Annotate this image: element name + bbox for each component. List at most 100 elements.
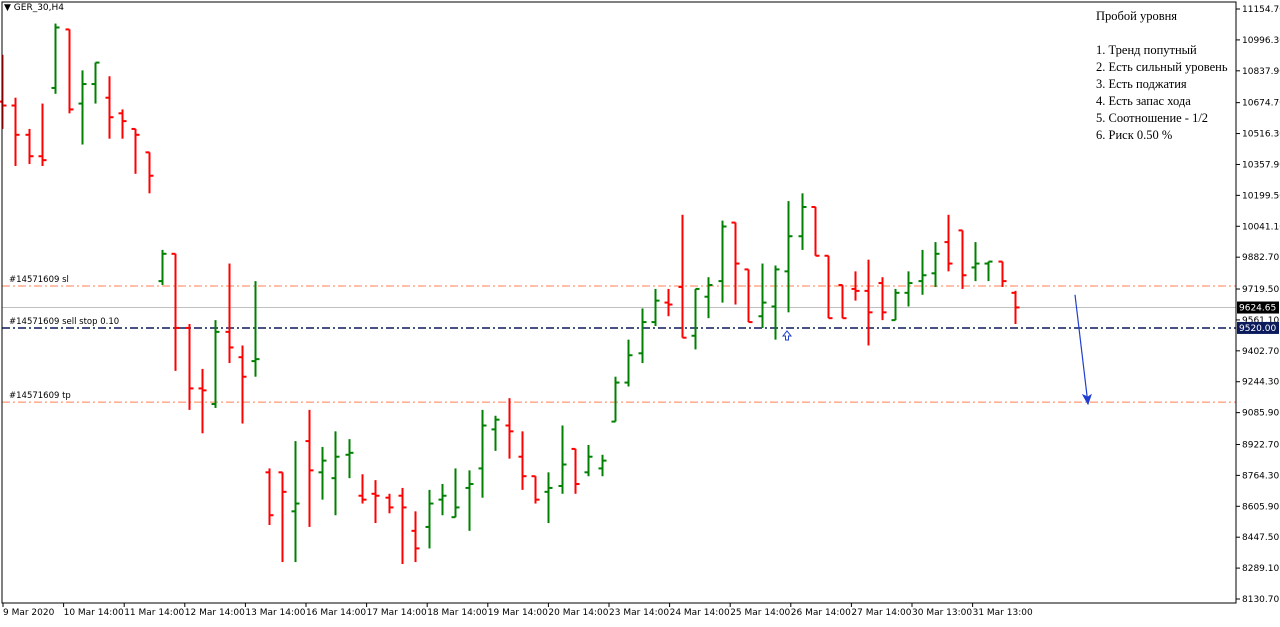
ohlc-bar[interactable] [451, 468, 460, 519]
ohlc-bar[interactable] [65, 28, 74, 114]
ohlc-bar[interactable] [878, 277, 887, 321]
x-tick-label: 13 Mar 14:00 [245, 608, 305, 618]
ohlc-bar[interactable] [544, 472, 553, 524]
ohlc-bar[interactable] [584, 445, 593, 477]
ohlc-bar[interactable] [478, 409, 487, 498]
ohlc-bar[interactable] [238, 345, 247, 424]
ohlc-bar[interactable] [744, 268, 753, 324]
ohlc-bar[interactable] [838, 284, 847, 320]
dropdown-arrow-icon[interactable]: ▼ [4, 3, 11, 13]
ohlc-bar[interactable] [864, 259, 873, 346]
ohlc-bar[interactable] [438, 484, 447, 516]
ohlc-bar[interactable] [0, 54, 7, 129]
ohlc-bar[interactable] [824, 254, 833, 320]
y-tick-label: 9402.70 [1242, 347, 1279, 357]
ohlc-bar[interactable] [185, 324, 194, 410]
ohlc-bar[interactable] [678, 214, 687, 339]
ohlc-bar[interactable] [25, 128, 34, 165]
ohlc-bar[interactable] [105, 76, 114, 139]
x-tick-label: 10 Mar 14:00 [64, 608, 124, 618]
notes-item: 1. Тренд попутный [1096, 43, 1197, 57]
ohlc-bar[interactable] [558, 425, 567, 494]
x-tick-label: 16 Mar 14:00 [306, 608, 366, 618]
ohlc-bar[interactable] [225, 263, 234, 364]
y-tick-label: 10199.50 [1242, 191, 1280, 201]
ohlc-bar[interactable] [718, 220, 727, 303]
ohlc-bar[interactable] [425, 489, 434, 549]
ohlc-bar[interactable] [758, 263, 767, 328]
ohlc-bar[interactable] [278, 471, 287, 563]
ohlc-bar[interactable] [305, 409, 314, 527]
ohlc-bar[interactable] [291, 441, 300, 563]
ohlc-bar[interactable] [531, 475, 540, 504]
ohlc-bar[interactable] [944, 214, 953, 272]
ohlc-bar[interactable] [118, 109, 127, 139]
x-tick-label: 9 Mar 2020 [3, 608, 55, 618]
ohlc-bar[interactable] [598, 454, 607, 477]
ohlc-bar[interactable] [211, 320, 220, 408]
ohlc-bar[interactable] [771, 265, 780, 340]
ohlc-bar[interactable] [491, 415, 500, 451]
ohlc-bar[interactable] [958, 229, 967, 289]
ohlc-bar[interactable] [664, 288, 673, 317]
ohlc-bar[interactable] [971, 242, 980, 282]
ohlc-bar[interactable] [145, 151, 154, 194]
ohlc-bar[interactable] [731, 221, 740, 305]
up-arrow-icon [781, 330, 793, 341]
ohlc-bar[interactable] [518, 431, 527, 490]
notes-item: 2. Есть сильный уровень [1096, 60, 1228, 74]
ohlc-bar[interactable] [131, 127, 140, 174]
x-tick-label: 26 Mar 14:00 [791, 608, 851, 618]
ohlc-bar[interactable] [11, 97, 20, 167]
ohlc-bar[interactable] [998, 260, 1007, 287]
ohlc-bar[interactable] [904, 271, 913, 307]
ohlc-bar[interactable] [811, 205, 820, 257]
ohlc-bar[interactable] [358, 474, 367, 504]
ohlc-bar[interactable] [91, 61, 100, 104]
ohlc-bar[interactable] [624, 339, 633, 387]
ohlc-bar[interactable] [984, 260, 993, 282]
ohlc-bar[interactable] [331, 431, 340, 516]
current-price-label: 9624.65 [1239, 304, 1276, 314]
ohlc-bar[interactable] [371, 480, 380, 524]
ohlc-bar[interactable] [465, 470, 474, 531]
ohlc-bar[interactable] [891, 288, 900, 322]
ohlc-bar[interactable] [38, 103, 47, 167]
x-tick-label: 24 Mar 14:00 [670, 608, 730, 618]
ohlc-bar[interactable] [651, 288, 660, 326]
ohlc-bar[interactable] [918, 249, 927, 295]
ohlc-bar[interactable] [851, 271, 860, 301]
ohlc-bar[interactable] [505, 398, 514, 459]
ohlc-bar[interactable] [318, 446, 327, 500]
y-tick-label: 9244.30 [1242, 378, 1279, 388]
notes-item: 4. Есть запас хода [1096, 94, 1191, 108]
ohlc-bar[interactable] [158, 249, 167, 286]
ohlc-bar[interactable] [798, 193, 807, 250]
ohlc-bar[interactable] [171, 252, 180, 371]
ohlc-bar[interactable] [51, 23, 60, 94]
symbol-label: ▼ GER_30,H4 [4, 3, 64, 13]
ohlc-bar[interactable] [1011, 290, 1020, 325]
ohlc-bar[interactable] [931, 242, 940, 287]
ohlc-bar[interactable] [411, 511, 420, 563]
ohlc-bar[interactable] [251, 281, 260, 377]
ohlc-bar[interactable] [198, 368, 207, 434]
ohlc-bar[interactable] [704, 277, 713, 319]
ohlc-bar[interactable] [265, 468, 274, 525]
ohlc-bar[interactable] [611, 376, 620, 423]
ohlc-bar[interactable] [345, 439, 354, 479]
ohlc-bar[interactable] [385, 493, 394, 514]
ohlc-bar[interactable] [691, 287, 700, 350]
ohlc-bar[interactable] [78, 70, 87, 145]
x-tick-label: 27 Mar 14:00 [851, 608, 911, 618]
ohlc-bar[interactable] [784, 201, 793, 313]
symbol-name: GER_30,H4 [13, 3, 65, 13]
y-tick-label: 8764.30 [1242, 471, 1279, 481]
ohlc-bar[interactable] [398, 487, 407, 565]
ohlc-bar[interactable] [638, 308, 647, 364]
y-tick-label: 10996.30 [1242, 36, 1280, 46]
x-tick-label: 19 Mar 14:00 [488, 608, 548, 618]
ohlc-bar[interactable] [571, 447, 580, 494]
